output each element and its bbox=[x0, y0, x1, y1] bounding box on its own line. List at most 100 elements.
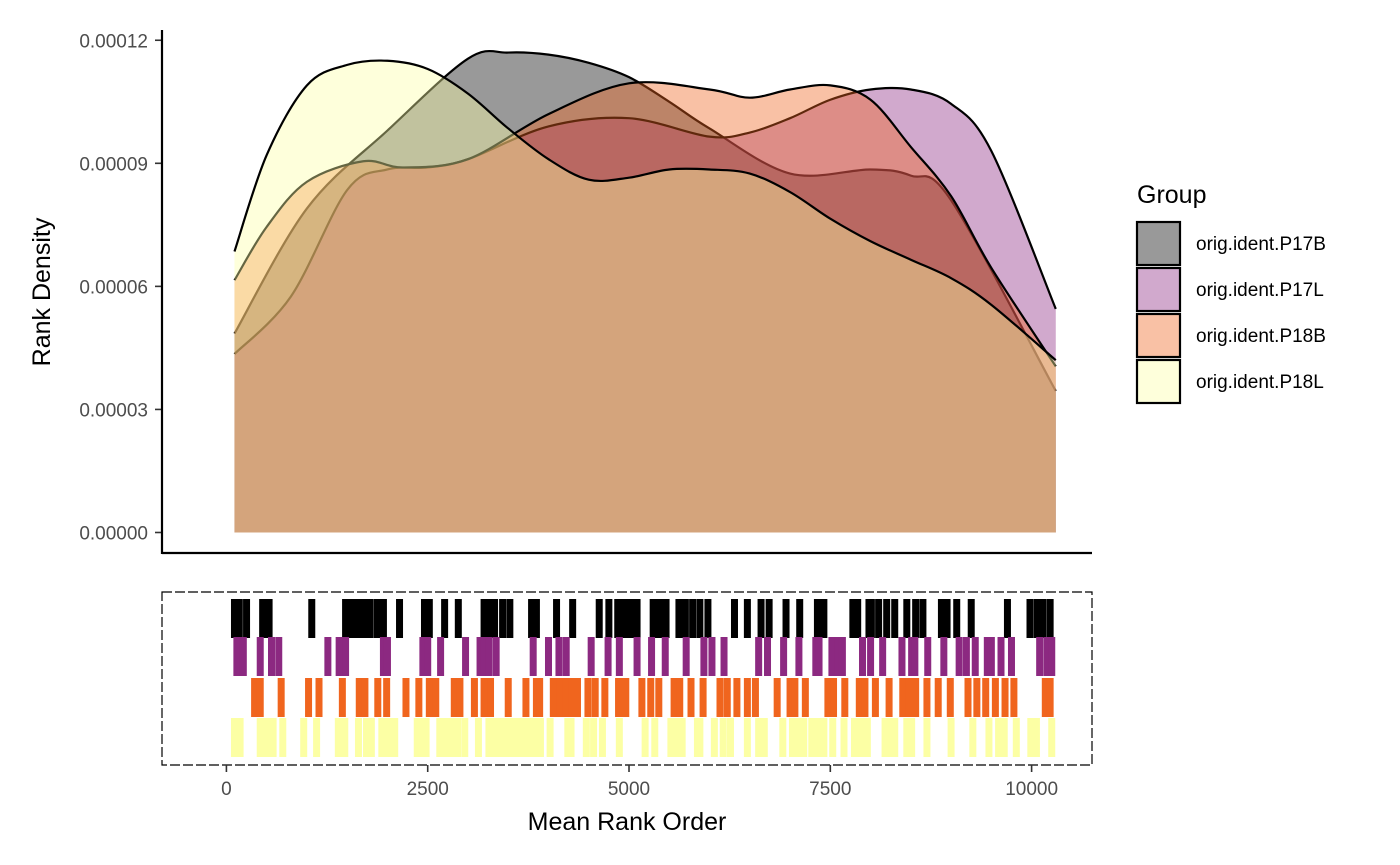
rug-mark bbox=[470, 678, 478, 717]
legend-items: orig.ident.P17B orig.ident.P17L orig.ident… bbox=[1135, 220, 1326, 405]
rug-mark bbox=[622, 599, 630, 638]
rug-mark bbox=[256, 637, 264, 676]
rug-mark bbox=[723, 678, 731, 717]
rug-mark bbox=[1039, 599, 1047, 638]
rug-mark bbox=[983, 637, 991, 676]
legend-key bbox=[1135, 220, 1182, 267]
rug-mark bbox=[743, 678, 751, 717]
rug-mark bbox=[1043, 637, 1051, 676]
rug-mark bbox=[655, 678, 663, 717]
rug-mark bbox=[420, 599, 428, 638]
rug-mark bbox=[259, 599, 267, 638]
rug-mark bbox=[485, 718, 493, 757]
rug-mark bbox=[556, 678, 564, 717]
rug-mark bbox=[743, 718, 751, 757]
rug-mark bbox=[517, 718, 525, 757]
rug-mark bbox=[891, 718, 899, 757]
rug-mark bbox=[536, 718, 544, 757]
rug-mark bbox=[995, 718, 1003, 757]
y-tick-label: 0.00012 bbox=[79, 31, 148, 52]
rug-mark bbox=[461, 718, 469, 757]
rug-mark bbox=[898, 637, 906, 676]
legend-key-bg bbox=[1137, 360, 1180, 403]
rug-mark bbox=[413, 718, 421, 757]
rug-mark bbox=[830, 678, 838, 717]
rug-mark bbox=[615, 718, 623, 757]
rug-mark bbox=[696, 718, 704, 757]
rug-mark bbox=[476, 637, 484, 676]
rug-mark bbox=[383, 637, 391, 676]
rug-mark bbox=[982, 678, 990, 717]
rug-mark bbox=[529, 637, 537, 676]
legend-key bbox=[1135, 358, 1182, 405]
rug-mark bbox=[971, 637, 979, 676]
x-tick-label: 5000 bbox=[608, 779, 650, 800]
rug-mark bbox=[773, 678, 781, 717]
rug-mark bbox=[675, 599, 683, 638]
rug-mark bbox=[627, 599, 635, 638]
rug-mark bbox=[824, 678, 832, 717]
rug-mark bbox=[265, 599, 273, 638]
rug-mark bbox=[549, 678, 557, 717]
rug-mark bbox=[355, 599, 363, 638]
rug-mark bbox=[670, 678, 678, 717]
rug-mark bbox=[373, 599, 381, 638]
rug-mark bbox=[522, 678, 530, 717]
rug-mark bbox=[553, 599, 561, 638]
rug-mark bbox=[595, 599, 603, 638]
rug-mark bbox=[719, 718, 727, 757]
rug-mark bbox=[462, 637, 470, 676]
rug-mark bbox=[584, 678, 592, 717]
rug-mark bbox=[324, 637, 332, 676]
rug-mark bbox=[484, 599, 492, 638]
rug-mark bbox=[795, 637, 803, 676]
rug-mark bbox=[633, 637, 641, 676]
rug-mark bbox=[791, 678, 799, 717]
rug-mark bbox=[755, 637, 763, 676]
density-curve-4 bbox=[233, 59, 1057, 362]
rug-mark bbox=[544, 637, 552, 676]
rug-mark bbox=[667, 718, 675, 757]
rug-mark bbox=[354, 718, 362, 757]
rug-mark bbox=[480, 678, 488, 717]
rug-mark bbox=[456, 678, 464, 717]
rug-mark bbox=[840, 718, 848, 757]
rug-mark bbox=[569, 599, 577, 638]
density-curve-3 bbox=[233, 81, 1057, 367]
rug-mark bbox=[601, 678, 609, 717]
rug-mark bbox=[532, 718, 540, 757]
rug-mark bbox=[265, 718, 273, 757]
rug-mark bbox=[838, 637, 846, 676]
rug-mark bbox=[424, 637, 432, 676]
rug-mark bbox=[861, 678, 869, 717]
rug-mark bbox=[891, 599, 899, 638]
rug-mark bbox=[504, 678, 512, 717]
rug-mark bbox=[432, 678, 440, 717]
rug-mark bbox=[499, 718, 507, 757]
rug-panel: 0 2500 5000 7500 10000 Mean Rank Order bbox=[161, 591, 1093, 836]
rug-mark bbox=[730, 599, 738, 638]
rug-mark bbox=[947, 718, 955, 757]
legend-label: orig.ident.P18B bbox=[1196, 326, 1326, 347]
rug-mark bbox=[532, 599, 540, 638]
rug-mark bbox=[661, 637, 669, 676]
rug-mark bbox=[604, 637, 612, 676]
rug-mark bbox=[651, 718, 659, 757]
rug-mark bbox=[764, 637, 772, 676]
rug-mark bbox=[480, 599, 488, 638]
rug-mark bbox=[562, 678, 570, 717]
rug-mark bbox=[924, 637, 932, 676]
rug-mark bbox=[808, 718, 816, 757]
rug-mark bbox=[617, 678, 625, 717]
rug-mark bbox=[885, 678, 893, 717]
rug-mark bbox=[879, 637, 887, 676]
rug-mark bbox=[379, 599, 387, 638]
x-tick-label: 7500 bbox=[809, 779, 851, 800]
rug-mark bbox=[422, 718, 430, 757]
rug-mark bbox=[863, 718, 871, 757]
rug-mark bbox=[820, 599, 828, 638]
rug-mark bbox=[1036, 637, 1044, 676]
rug-mark bbox=[256, 678, 264, 717]
rug-mark bbox=[912, 599, 920, 638]
